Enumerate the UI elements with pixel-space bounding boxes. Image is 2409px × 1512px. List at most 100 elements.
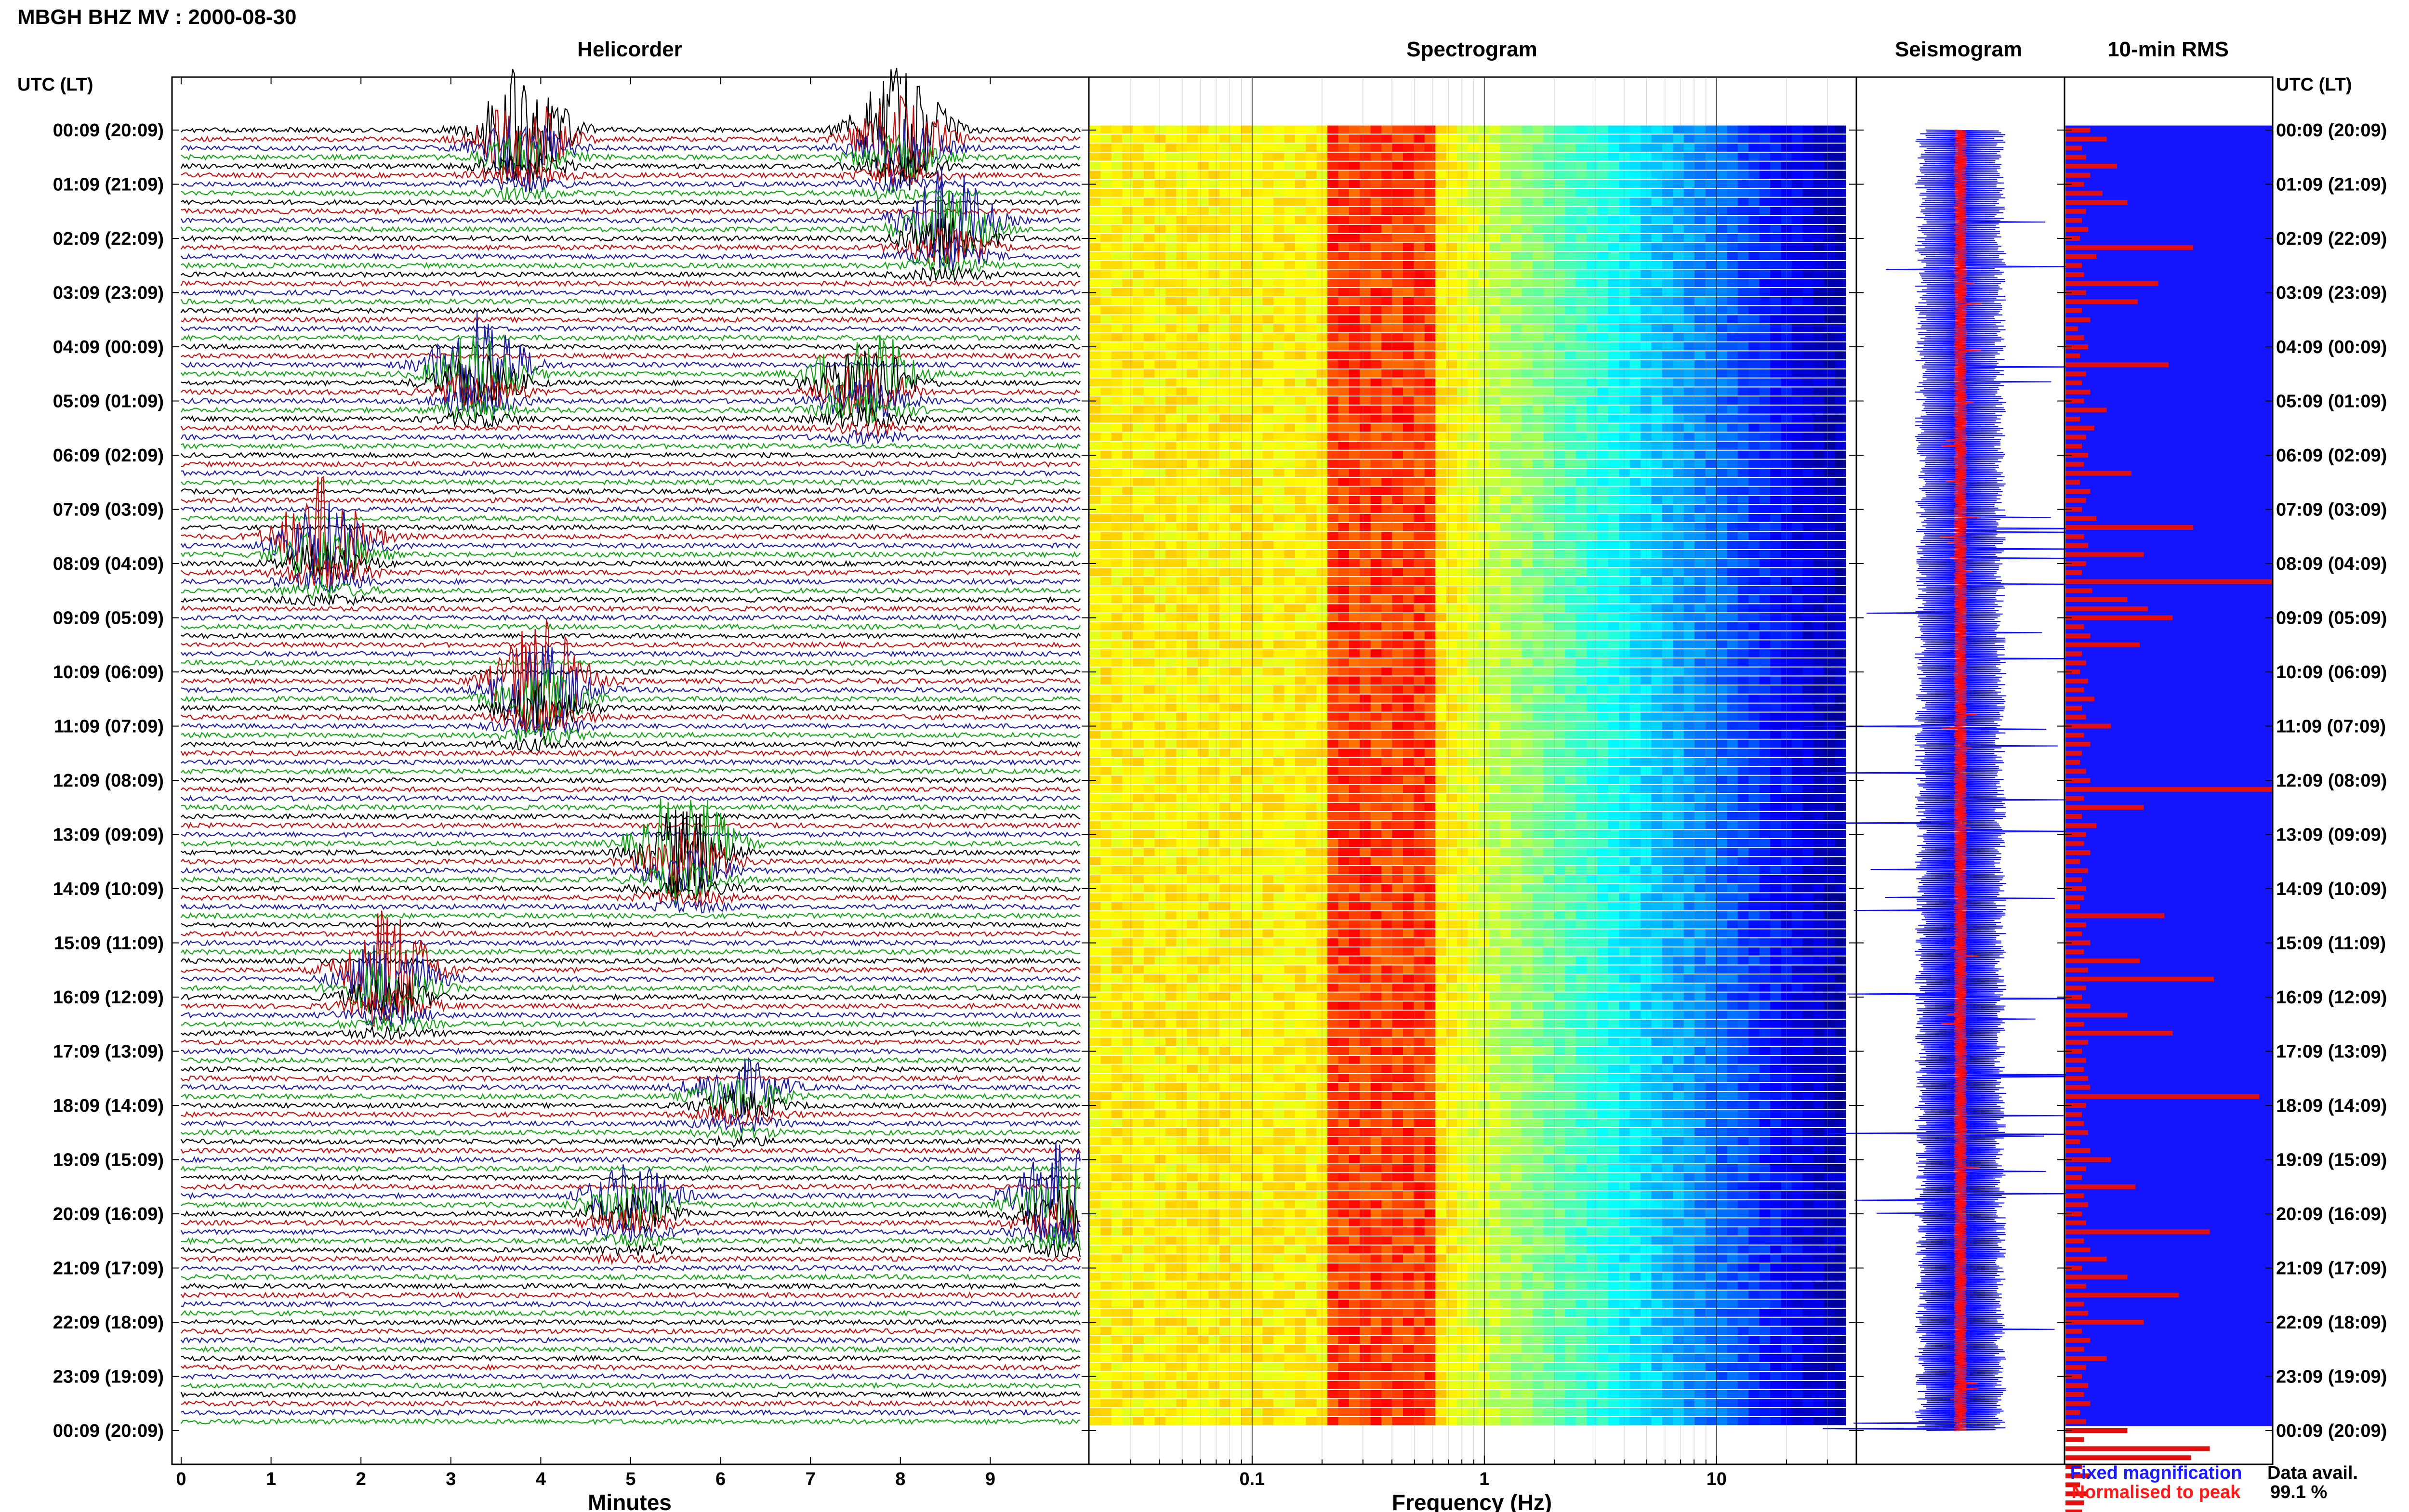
spectrogram-cell bbox=[1597, 433, 1609, 441]
spectrogram-cell bbox=[1781, 324, 1792, 332]
spectrogram-cell bbox=[1273, 477, 1284, 486]
spectrogram-cell bbox=[1273, 333, 1284, 342]
helicorder-trace bbox=[181, 1241, 1081, 1258]
spectrogram-cell bbox=[1737, 387, 1749, 396]
spectrogram-cell bbox=[1791, 152, 1803, 161]
spectrogram-cell bbox=[1273, 450, 1284, 459]
spectrogram-cell bbox=[1414, 224, 1425, 233]
spectrogram-cell bbox=[1543, 342, 1555, 351]
spectrogram-cell bbox=[1575, 405, 1587, 414]
spectrogram-cell bbox=[1424, 658, 1436, 667]
spectrogram-cell bbox=[1543, 315, 1555, 324]
spectrogram-cell bbox=[1543, 216, 1555, 224]
spectrogram-cell bbox=[1705, 622, 1717, 631]
spectrogram-cell bbox=[1165, 667, 1177, 676]
spectrogram-cell bbox=[1154, 496, 1166, 504]
spectrogram-cell bbox=[1446, 477, 1457, 486]
spectrogram-cell bbox=[1565, 161, 1576, 170]
spectrogram-cell bbox=[1824, 333, 1836, 342]
spectrogram-cell bbox=[1219, 405, 1231, 414]
spectrogram-row bbox=[1090, 378, 1846, 387]
spectrogram-cell bbox=[1122, 216, 1134, 224]
spectrogram-cell bbox=[1133, 450, 1144, 459]
spectrogram-cell bbox=[1781, 134, 1792, 143]
spectrogram-cell bbox=[1597, 541, 1609, 549]
spectrogram-cell bbox=[1543, 243, 1555, 251]
spectrogram-cell bbox=[1500, 161, 1511, 170]
spectrogram-cell bbox=[1111, 396, 1123, 405]
spectrogram-cell bbox=[1111, 333, 1123, 342]
spectrogram-cell bbox=[1575, 622, 1587, 631]
spectrogram-cell bbox=[1457, 396, 1469, 405]
spectrogram-cell bbox=[1662, 685, 1673, 694]
spectrogram-cell bbox=[1651, 450, 1663, 459]
helicorder-plot bbox=[180, 68, 1081, 1425]
spectrogram-cell bbox=[1824, 586, 1836, 594]
spectrogram-cell bbox=[1446, 513, 1457, 522]
spectrogram-cell bbox=[1241, 640, 1252, 649]
spectrogram-cell bbox=[1629, 667, 1641, 676]
spectrogram-cell bbox=[1759, 541, 1771, 549]
spectrogram-cell bbox=[1219, 460, 1231, 468]
spectrogram-cell bbox=[1273, 730, 1284, 739]
spectrogram-cell bbox=[1694, 676, 1706, 685]
spectrogram-row bbox=[1090, 640, 1846, 649]
spectrogram-cell bbox=[1565, 586, 1576, 594]
spectrogram-cell bbox=[1533, 306, 1544, 315]
spectrogram-cell bbox=[1284, 387, 1296, 396]
spectrogram-cell bbox=[1370, 685, 1382, 694]
spectrogram-cell bbox=[1262, 685, 1274, 694]
spectrogram-cell bbox=[1273, 423, 1284, 432]
helicorder-trace bbox=[181, 68, 1081, 193]
spectrogram-cell bbox=[1673, 351, 1684, 360]
spectrogram-cell bbox=[1360, 703, 1371, 712]
spectrogram-cell bbox=[1230, 595, 1242, 604]
spectrogram-cell bbox=[1090, 351, 1101, 360]
spectrogram-cell bbox=[1208, 351, 1220, 360]
spectrogram-cell bbox=[1727, 180, 1738, 188]
spectrogram-cell bbox=[1176, 486, 1188, 495]
spectrogram-cell bbox=[1154, 144, 1166, 152]
spectrogram-cell bbox=[1468, 703, 1479, 712]
spectrogram-cell bbox=[1673, 532, 1684, 540]
spectrogram-cell bbox=[1424, 216, 1436, 224]
spectrogram-cell bbox=[1122, 161, 1134, 170]
spectrogram-cell bbox=[1446, 134, 1457, 143]
spectrogram-cell bbox=[1705, 279, 1717, 288]
spectrogram-cell bbox=[1230, 324, 1242, 332]
spectrogram-cell bbox=[1187, 622, 1198, 631]
spectrogram-cell bbox=[1349, 234, 1360, 242]
spectrogram-cell bbox=[1813, 450, 1825, 459]
spectrogram-cell bbox=[1424, 161, 1436, 170]
spectrogram-cell bbox=[1392, 405, 1403, 414]
spectrogram-cell bbox=[1824, 279, 1836, 288]
spectrogram-cell bbox=[1468, 396, 1479, 405]
spectrogram-cell bbox=[1446, 667, 1457, 676]
spectrogram-cell bbox=[1500, 252, 1511, 260]
spectrogram-cell bbox=[1133, 152, 1144, 161]
spectrogram-cell bbox=[1500, 297, 1511, 305]
spectrogram-cell bbox=[1230, 333, 1242, 342]
spectrogram-cell bbox=[1705, 369, 1717, 378]
spectrogram-cell bbox=[1737, 324, 1749, 332]
spectrogram-cell bbox=[1198, 152, 1209, 161]
spectrogram-cell bbox=[1262, 369, 1274, 378]
spectrogram-cell bbox=[1759, 324, 1771, 332]
spectrogram-cell bbox=[1705, 577, 1717, 585]
spectrogram-cell bbox=[1748, 152, 1760, 161]
spectrogram-cell bbox=[1533, 640, 1544, 649]
spectrogram-cell bbox=[1694, 224, 1706, 233]
spectrogram-cell bbox=[1198, 667, 1209, 676]
spectrogram-cell bbox=[1306, 631, 1317, 640]
spectrogram-cell bbox=[1414, 532, 1425, 540]
spectrogram-cell bbox=[1694, 622, 1706, 631]
spectrogram-cell bbox=[1673, 405, 1684, 414]
spectrogram-cell bbox=[1144, 586, 1155, 594]
spectrogram-cell bbox=[1154, 613, 1166, 621]
spectrogram-cell bbox=[1533, 559, 1544, 567]
spectrogram-cell bbox=[1824, 378, 1836, 387]
spectrogram-cell bbox=[1748, 369, 1760, 378]
spectrogram-cell bbox=[1813, 324, 1825, 332]
spectrogram-cell bbox=[1770, 270, 1782, 278]
spectrogram-cell bbox=[1262, 261, 1274, 269]
